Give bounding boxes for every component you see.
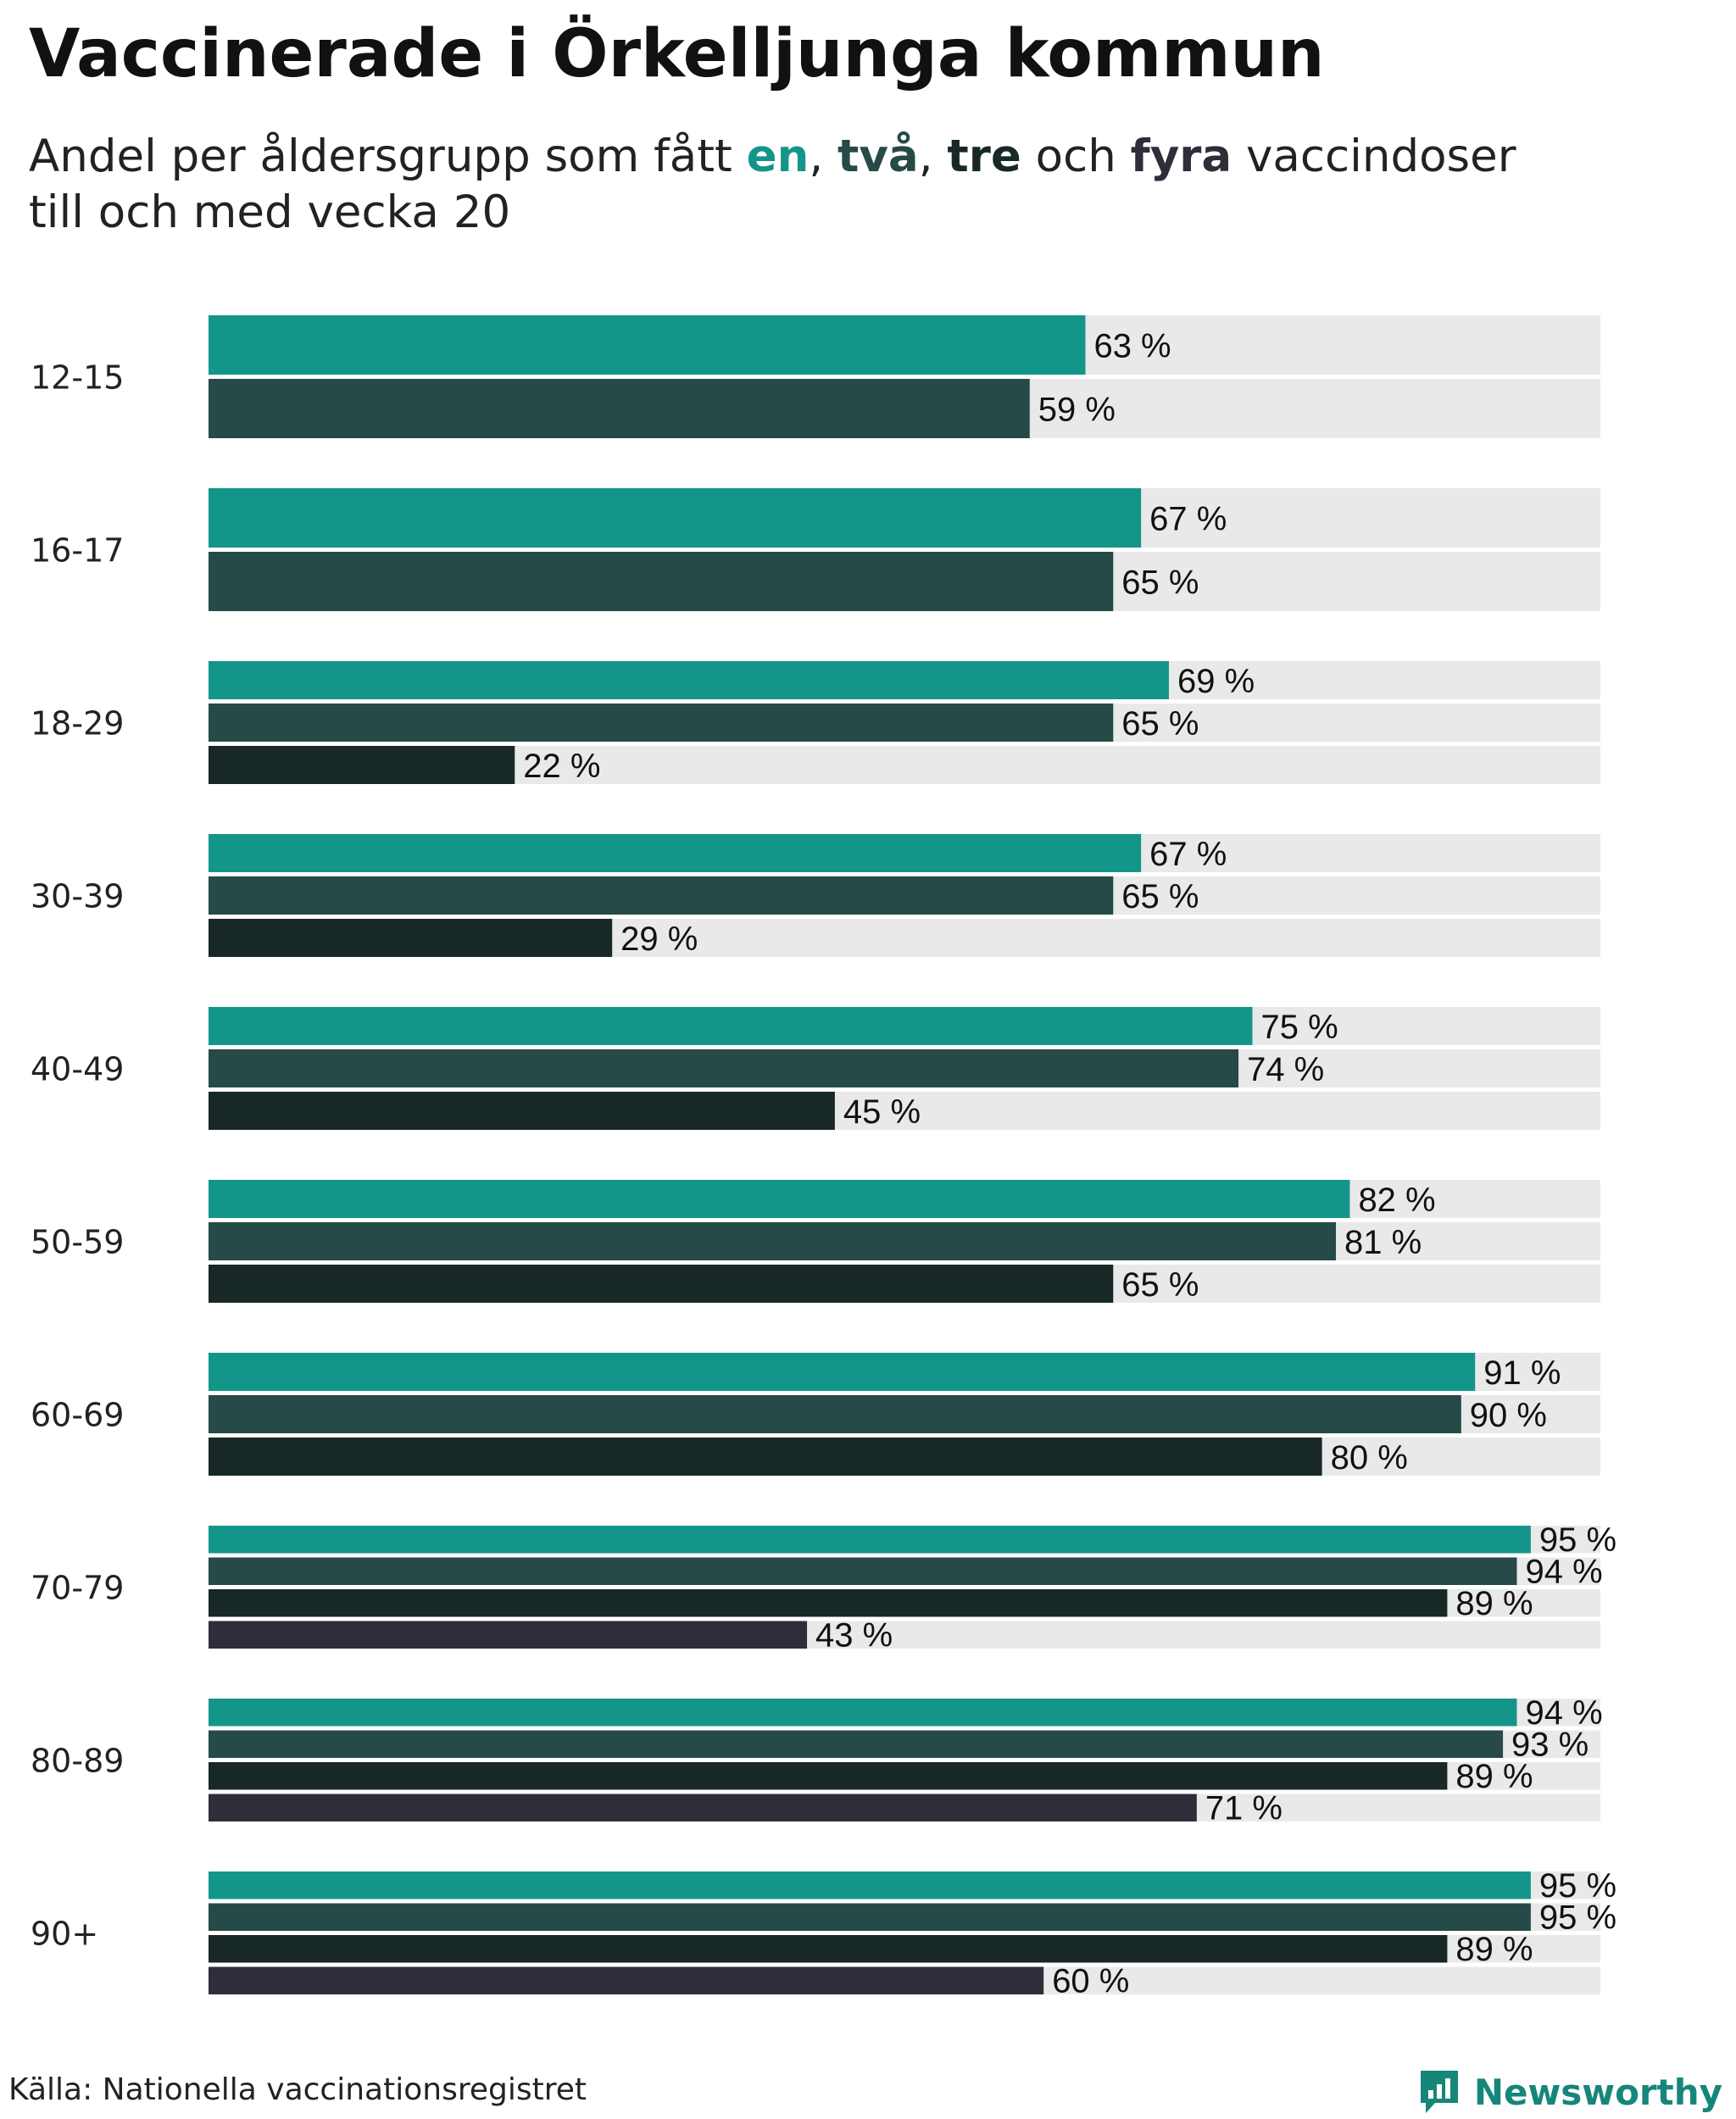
value-label: 22 %: [523, 748, 600, 785]
bar-en-50-59: [209, 1180, 1350, 1218]
value-label: 71 %: [1205, 1789, 1283, 1827]
legend-dose-three: tre: [947, 131, 1021, 182]
age-group-16-17: 16-17 67 % 65 %: [31, 488, 1600, 611]
chart-subtitle: Andel per åldersgrupp som fått en, två, …: [29, 129, 1555, 241]
group-label: 70-79: [31, 1570, 124, 1607]
value-label: 59 %: [1038, 391, 1116, 428]
subtitle-separator: ,: [809, 131, 838, 182]
value-label: 69 %: [1177, 663, 1255, 700]
group-label: 12-15: [31, 359, 124, 397]
value-label: 67 %: [1149, 500, 1227, 537]
value-label: 65 %: [1121, 705, 1199, 742]
subtitle-second-line: till och med vecka 20: [29, 186, 511, 238]
chart-title: Vaccinerade i Örkelljunga kommun: [29, 16, 1325, 92]
group-label: 90+: [31, 1916, 98, 1953]
bar-tre-70-79: [209, 1589, 1448, 1617]
group-label: 80-89: [31, 1743, 124, 1780]
value-label: 65 %: [1121, 564, 1199, 601]
group-label: 50-59: [31, 1224, 124, 1261]
value-label: 95 %: [1539, 1899, 1616, 1936]
newsworthy-logo-icon: [1420, 2071, 1458, 2113]
group-label: 40-49: [31, 1051, 124, 1088]
bar-tre-30-39: [209, 919, 613, 957]
value-label: 94 %: [1525, 1553, 1602, 1590]
age-group-50-59: 50-59 82 % 81 % 65 %: [31, 1180, 1600, 1304]
bar-tre-40-49: [209, 1092, 835, 1130]
bar-en-30-39: [209, 834, 1142, 872]
bar-fyra-80-89: [209, 1794, 1197, 1821]
age-group-40-49: 40-49 75 % 74 % 45 %: [31, 1007, 1600, 1131]
subtitle-separator: ,: [918, 131, 948, 182]
bar-två-12-15: [209, 379, 1030, 438]
bar-en-80-89: [209, 1699, 1517, 1727]
group-label: 30-39: [31, 878, 124, 915]
group-label: 18-29: [31, 705, 124, 742]
subtitle-conjunction: och: [1021, 131, 1131, 182]
value-label: 63 %: [1093, 327, 1171, 364]
age-group-90+: 90+ 95 %95 %89 % 60 %: [31, 1867, 1616, 2000]
bar-tre-50-59: [209, 1265, 1114, 1303]
value-label: 94 %: [1525, 1694, 1602, 1732]
value-label: 43 %: [815, 1616, 893, 1654]
bar-fyra-70-79: [209, 1621, 808, 1649]
value-label: 89 %: [1455, 1585, 1533, 1622]
bar-tre-18-29: [209, 746, 515, 784]
bar-en-90+: [209, 1872, 1531, 1899]
subtitle-text-before: Andel per åldersgrupp som fått: [29, 131, 747, 182]
bar-en-40-49: [209, 1007, 1253, 1045]
bar-en-70-79: [209, 1526, 1531, 1554]
age-group-12-15: 12-15 63 % 59 %: [31, 315, 1600, 438]
bar-en-12-15: [209, 315, 1086, 375]
value-label: 82 %: [1358, 1182, 1435, 1219]
bar-två-40-49: [209, 1049, 1239, 1087]
value-label: 81 %: [1344, 1224, 1422, 1261]
bar-två-30-39: [209, 876, 1114, 915]
bar-chart: 12-15 63 % 59 % 16-17 67 % 65 % 18-29 69 % 65 % 2…: [31, 315, 1616, 2000]
age-group-30-39: 30-39 67 % 65 % 29 %: [31, 834, 1600, 958]
value-label: 65 %: [1121, 1266, 1199, 1304]
brand-logo: Newsworthy: [1418, 2068, 1722, 2116]
value-label: 65 %: [1121, 878, 1199, 915]
subtitle-text-end: vaccindoser: [1232, 131, 1516, 182]
value-label: 74 %: [1247, 1051, 1324, 1088]
bar-tre-80-89: [209, 1762, 1448, 1790]
legend-dose-two: två: [837, 131, 919, 182]
value-label: 80 %: [1331, 1439, 1408, 1477]
bar-en-16-17: [209, 488, 1142, 548]
legend-dose-one: en: [746, 131, 810, 182]
value-label: 90 %: [1470, 1397, 1547, 1434]
legend-dose-four: fyra: [1130, 131, 1232, 182]
value-label: 93 %: [1511, 1726, 1589, 1763]
age-group-80-89: 80-89 94 %93 %89 % 71 %: [31, 1694, 1603, 1827]
source-text: Källa: Nationella vaccinationsregistret: [8, 2072, 587, 2107]
value-label: 95 %: [1539, 1521, 1616, 1559]
bar-två-18-29: [209, 704, 1114, 742]
value-label: 67 %: [1149, 836, 1227, 873]
age-group-18-29: 18-29 69 % 65 % 22 %: [31, 661, 1600, 785]
group-label: 60-69: [31, 1397, 124, 1434]
bar-en-60-69: [209, 1353, 1476, 1391]
brand-name: Newsworthy: [1473, 2071, 1722, 2113]
bar-tre-90+: [209, 1935, 1448, 1963]
bar-tre-60-69: [209, 1438, 1322, 1476]
value-label: 95 %: [1539, 1867, 1616, 1905]
bar-två-70-79: [209, 1557, 1517, 1585]
value-label: 75 %: [1261, 1009, 1338, 1046]
bar-två-16-17: [209, 552, 1114, 611]
bar-två-80-89: [209, 1730, 1504, 1758]
value-label: 29 %: [620, 920, 698, 958]
bar-två-90+: [209, 1903, 1531, 1931]
age-group-60-69: 60-69 91 % 90 % 80 %: [31, 1353, 1600, 1477]
value-label: 91 %: [1483, 1354, 1561, 1392]
bar-två-50-59: [209, 1222, 1337, 1260]
value-label: 89 %: [1455, 1758, 1533, 1795]
group-label: 16-17: [31, 532, 124, 570]
value-label: 60 %: [1052, 1962, 1129, 1999]
bar-en-18-29: [209, 661, 1169, 699]
value-label: 89 %: [1455, 1931, 1533, 1968]
bar-fyra-90+: [209, 1966, 1044, 1994]
bar-två-60-69: [209, 1395, 1461, 1433]
age-group-70-79: 70-79 95 %94 %89 % 43 %: [31, 1521, 1616, 1655]
value-label: 45 %: [843, 1093, 921, 1131]
